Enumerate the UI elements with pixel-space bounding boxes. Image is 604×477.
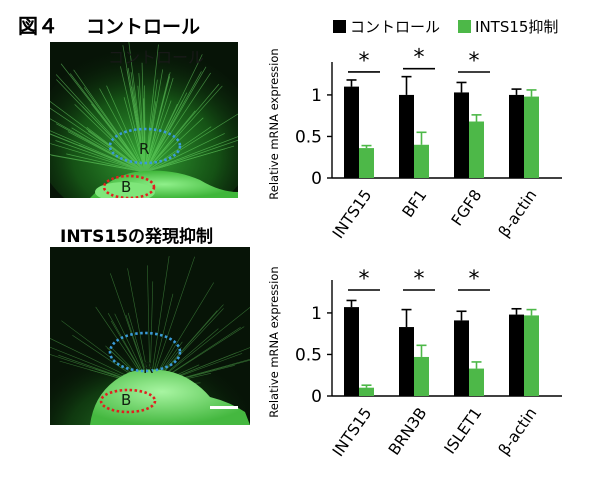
x-tick-label: β-actin (495, 404, 541, 458)
micrograph-control (50, 42, 238, 198)
panel-bottom-title: INTS15の発現抑制 (60, 227, 214, 247)
bar-knockdown (469, 368, 484, 396)
legend-knockdown-label: INTS15抑制 (475, 18, 559, 36)
significance-star: * (469, 267, 480, 292)
legend-control-label: コントロール (350, 18, 441, 36)
bar-knockdown (524, 315, 539, 396)
y-tick-label: 0 (311, 169, 322, 189)
bar-control (509, 94, 524, 178)
y-tick-label: 1 (311, 86, 322, 106)
x-tick-label: BF1 (399, 186, 431, 220)
y-axis-label: Relative mRNA expression (267, 48, 281, 199)
r-region-outline (108, 127, 182, 165)
figure-title: 図４ (18, 14, 58, 38)
bar-chart-retina-markers: Relative mRNA expression 0 0.5 1 * INTS15 * BRN… (267, 266, 562, 460)
x-tick-label: BRN3B (385, 404, 430, 458)
y-tick-label: 0.5 (295, 345, 322, 365)
significance-star: * (359, 267, 370, 292)
b-region-outline (102, 174, 156, 198)
region-b-label-bottom: B (121, 391, 132, 409)
y-tick-label: 0 (311, 387, 322, 407)
r-region-outline (108, 331, 182, 373)
significance-star: * (359, 49, 370, 74)
x-tick-label: β-actin (495, 186, 541, 240)
region-r-label-bottom: R (143, 359, 154, 377)
region-outlines-bottom (99, 331, 182, 414)
bar-knockdown (414, 356, 429, 396)
bar-knockdown (524, 96, 539, 178)
bar-knockdown (359, 148, 374, 178)
bar-knockdown (414, 144, 429, 178)
bar-control (399, 327, 414, 396)
b-region-outline (99, 388, 157, 414)
region-r-label-top: R (139, 140, 150, 158)
bar-control (344, 86, 359, 178)
x-tick-label: ISLET1 (441, 404, 486, 457)
bar-chart-forebrain-markers: Relative mRNA expression 0 0.5 1 * INTS15 * BF1… (267, 46, 562, 240)
bar-control (454, 92, 469, 178)
micrograph-overlay-label: コントロール (108, 48, 205, 67)
region-outlines-top (102, 127, 182, 198)
region-b-label-top: B (121, 178, 132, 196)
x-tick-label: FGF8 (448, 186, 486, 229)
significance-star: * (469, 49, 480, 74)
panel-top-title: コントロール (86, 16, 201, 38)
y-tick-label: 0.5 (295, 127, 322, 147)
legend-knockdown-swatch (458, 20, 472, 33)
x-tick-label: INTS15 (329, 404, 375, 460)
significance-star: * (414, 46, 425, 71)
bar-knockdown (359, 387, 374, 396)
significance-star: * (414, 267, 425, 292)
bar-control (399, 94, 414, 178)
y-axis-label: Relative mRNA expression (267, 266, 281, 417)
y-tick-label: 1 (311, 304, 322, 324)
bar-control (454, 320, 469, 396)
chart-legend: コントロール INTS15抑制 (333, 16, 558, 37)
bar-knockdown (469, 121, 484, 178)
x-tick-label: INTS15 (329, 186, 375, 240)
bar-control (509, 314, 524, 396)
legend-control-swatch (333, 20, 346, 33)
bar-control (344, 307, 359, 396)
